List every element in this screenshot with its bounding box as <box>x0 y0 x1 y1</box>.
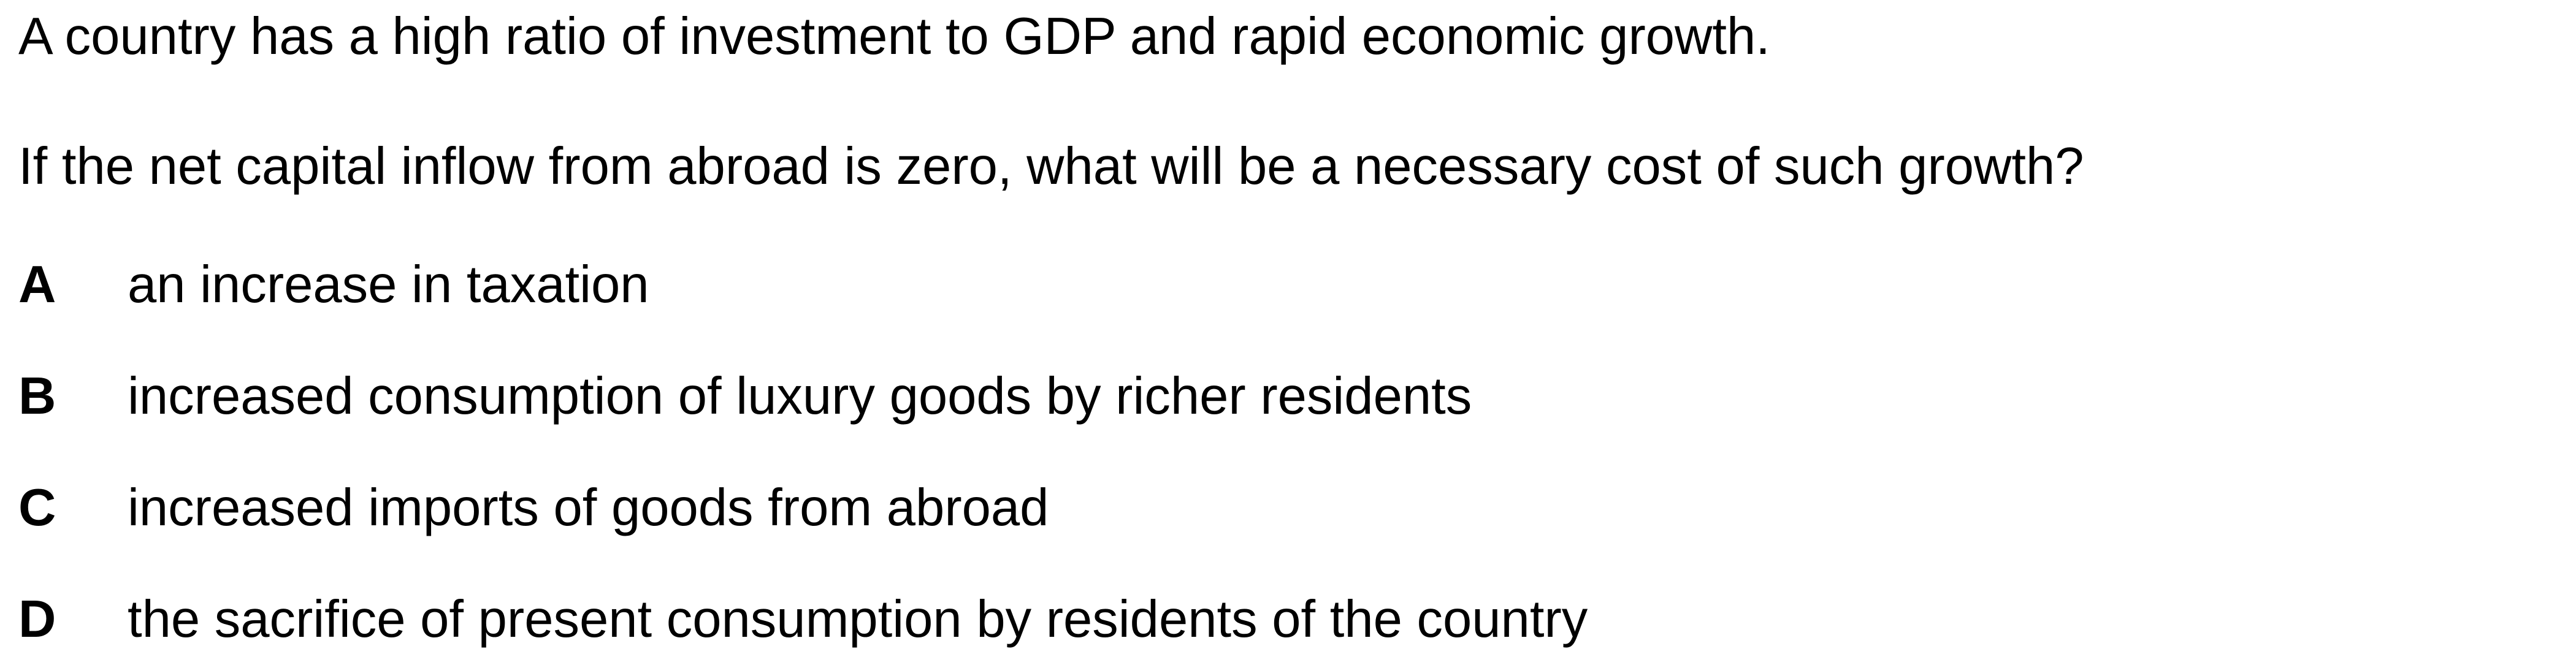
option-letter: B <box>18 367 56 425</box>
question-stem: A country has a high ratio of investment… <box>18 7 1770 66</box>
option-text: increased consumption of luxury goods by… <box>128 367 1472 425</box>
option-c: C increased imports of goods from abroad <box>18 477 2532 539</box>
option-text: an increase in taxation <box>128 256 649 314</box>
option-letter: C <box>18 479 56 537</box>
option-d: D the sacrifice of present consumption b… <box>18 589 2532 650</box>
question-prompt: If the net capital inflow from abroad is… <box>18 137 2084 196</box>
option-b: B increased consumption of luxury goods … <box>18 366 2532 427</box>
option-letter: A <box>18 256 56 314</box>
option-letter: D <box>18 590 56 648</box>
option-text: increased imports of goods from abroad <box>128 479 1049 537</box>
option-text: the sacrifice of present consumption by … <box>128 590 1588 648</box>
option-a: A an increase in taxation <box>18 254 2532 316</box>
